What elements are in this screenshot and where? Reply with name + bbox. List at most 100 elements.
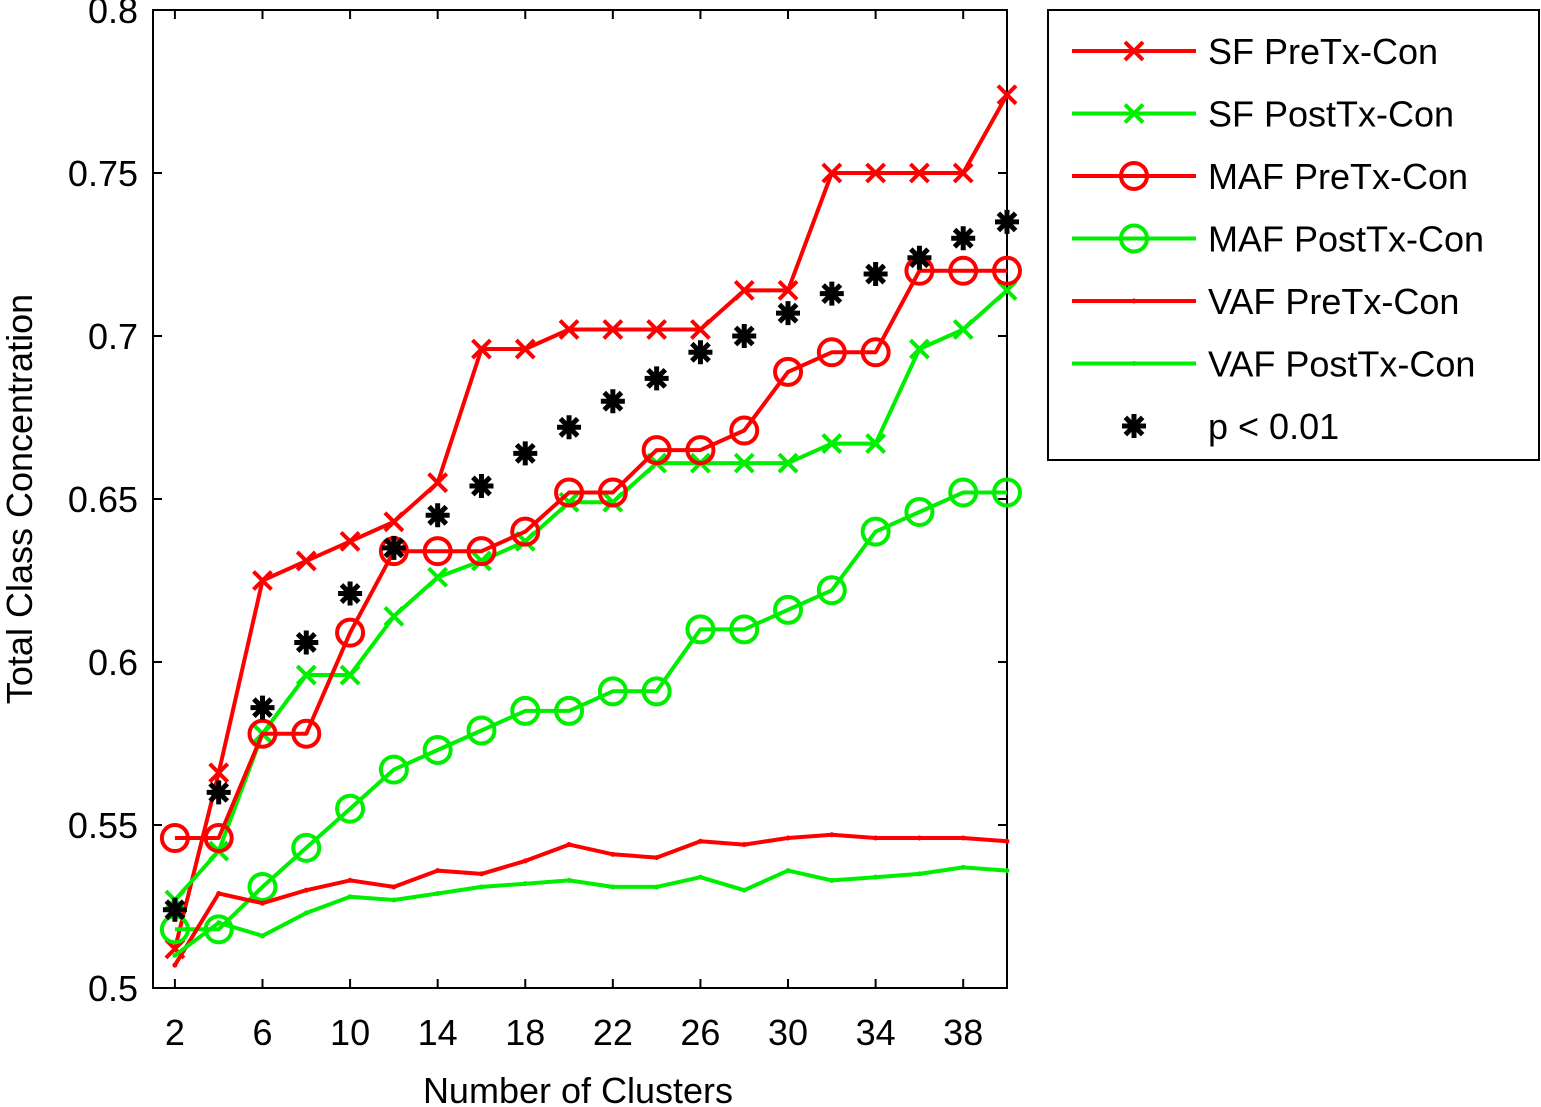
x-tick-label: 14 bbox=[418, 1012, 458, 1053]
legend-item: MAF PreTx-Con bbox=[1072, 156, 1468, 197]
data-point bbox=[960, 864, 966, 870]
data-point bbox=[732, 324, 757, 348]
data-point bbox=[688, 340, 713, 365]
data-point bbox=[916, 871, 922, 877]
data-point bbox=[685, 435, 716, 466]
data-point bbox=[291, 832, 322, 863]
legend-label: MAF PreTx-Con bbox=[1208, 156, 1468, 197]
data-point bbox=[252, 570, 273, 591]
data-point bbox=[339, 530, 361, 552]
data-point bbox=[510, 695, 541, 726]
data-point bbox=[916, 835, 922, 841]
data-point bbox=[741, 842, 747, 848]
x-tick-label: 30 bbox=[768, 1012, 808, 1053]
data-point bbox=[422, 536, 453, 567]
data-point bbox=[247, 871, 278, 902]
x-tick-label: 6 bbox=[252, 1012, 272, 1053]
y-tick-label: 0.65 bbox=[68, 479, 138, 520]
legend-box bbox=[1047, 9, 1540, 461]
series-vaf-pretx-con bbox=[172, 832, 1010, 968]
data-point bbox=[992, 255, 1022, 286]
y-tick-labels: 0.5 0.55 0.6 0.65 0.7 0.75 0.8 bbox=[68, 0, 138, 1009]
data-point bbox=[773, 356, 804, 387]
data-point bbox=[777, 452, 799, 474]
data-point bbox=[378, 754, 409, 785]
series-line bbox=[173, 832, 1008, 967]
data-point bbox=[697, 874, 703, 880]
data-point bbox=[995, 209, 1019, 234]
data-point bbox=[208, 762, 230, 784]
data-point bbox=[654, 884, 660, 890]
x-tick-label: 26 bbox=[680, 1012, 720, 1053]
data-point bbox=[733, 279, 755, 301]
data-point bbox=[510, 516, 541, 547]
data-point bbox=[685, 614, 716, 645]
data-point bbox=[597, 477, 628, 508]
data-point bbox=[1004, 838, 1010, 844]
legend-item: SF PreTx-Con bbox=[1072, 31, 1438, 72]
data-point bbox=[216, 890, 222, 896]
data-point bbox=[383, 605, 405, 627]
data-point bbox=[250, 695, 275, 720]
data-point bbox=[644, 366, 669, 391]
data-point bbox=[873, 835, 879, 841]
legend-item: VAF PostTx-Con bbox=[1072, 344, 1475, 385]
data-point bbox=[206, 780, 231, 805]
data-point bbox=[777, 279, 799, 301]
legend-swatch-marker bbox=[1131, 298, 1137, 304]
data-point bbox=[391, 897, 397, 903]
data-point bbox=[785, 835, 791, 841]
data-point bbox=[690, 319, 711, 340]
data-point bbox=[522, 881, 528, 887]
data-point bbox=[522, 858, 528, 864]
x-tick-label: 2 bbox=[165, 1012, 185, 1053]
data-point bbox=[294, 630, 319, 655]
data-point bbox=[566, 842, 572, 848]
series-line bbox=[173, 288, 1009, 902]
data-point bbox=[295, 550, 317, 572]
data-point bbox=[865, 433, 887, 454]
x-axis-label: Number of Clusters bbox=[423, 1070, 733, 1107]
series-line bbox=[174, 268, 1007, 840]
data-point bbox=[860, 516, 891, 547]
data-point bbox=[821, 433, 843, 454]
series-layer bbox=[159, 84, 1022, 968]
data-point bbox=[347, 894, 353, 900]
data-point bbox=[172, 952, 178, 958]
data-point bbox=[776, 301, 801, 326]
data-point bbox=[513, 441, 538, 466]
data-point bbox=[952, 319, 974, 340]
data-point bbox=[554, 695, 585, 726]
x-tick-label: 22 bbox=[593, 1012, 633, 1053]
series-sf-pretx-con bbox=[164, 84, 1018, 960]
x-tick-label: 18 bbox=[505, 1012, 545, 1053]
data-point bbox=[729, 415, 760, 446]
data-point bbox=[641, 435, 672, 466]
data-point bbox=[907, 245, 932, 270]
data-point bbox=[291, 718, 322, 749]
data-point bbox=[478, 871, 484, 877]
data-point bbox=[951, 226, 976, 251]
data-point bbox=[908, 338, 930, 360]
data-point bbox=[391, 884, 397, 890]
data-point bbox=[960, 835, 966, 841]
data-point bbox=[741, 887, 747, 893]
data-point bbox=[641, 676, 672, 707]
data-point bbox=[466, 536, 497, 567]
y-tick-label: 0.55 bbox=[68, 805, 138, 846]
data-point bbox=[654, 855, 660, 861]
y-tick-label: 0.5 bbox=[88, 968, 138, 1009]
data-point bbox=[381, 535, 406, 560]
data-point bbox=[860, 337, 891, 368]
data-point bbox=[216, 920, 222, 926]
data-point bbox=[566, 877, 572, 883]
y-tick-label: 0.7 bbox=[88, 316, 138, 357]
data-point bbox=[247, 718, 278, 749]
data-point bbox=[172, 962, 178, 968]
legend-swatch-marker bbox=[1119, 161, 1149, 191]
data-point bbox=[610, 851, 616, 857]
data-point bbox=[904, 497, 935, 528]
data-point bbox=[646, 319, 668, 340]
legend-swatch-marker bbox=[1122, 414, 1146, 438]
